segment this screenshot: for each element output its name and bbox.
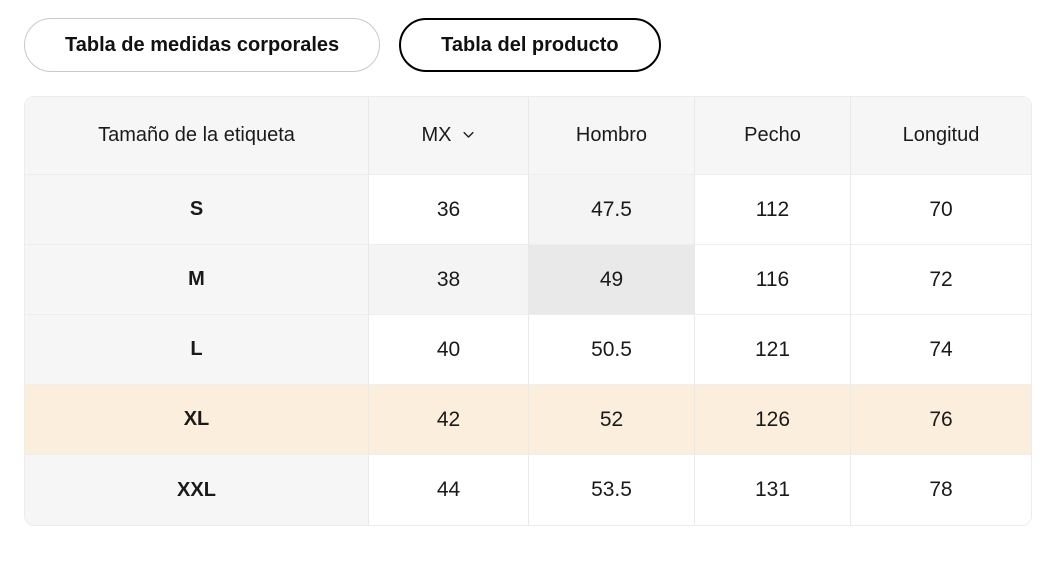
table-cell[interactable]: 126 [695, 385, 851, 455]
product-size-table: Tamaño de la etiqueta MX Hombro Pecho Lo… [24, 96, 1032, 526]
table-cell[interactable]: 36 [369, 175, 529, 245]
table-cell[interactable]: 121 [695, 315, 851, 385]
table-cell[interactable]: 116 [695, 245, 851, 315]
table-row-s: S 36 47.5 112 70 [25, 175, 1031, 245]
table-cell[interactable]: 40 [369, 315, 529, 385]
sizing-system-value: MX [421, 124, 452, 146]
table-cell[interactable]: 74 [851, 315, 1031, 385]
column-header-label-size: Tamaño de la etiqueta [25, 97, 369, 175]
table-cell[interactable]: 38 [369, 245, 529, 315]
table-header-row: Tamaño de la etiqueta MX Hombro Pecho Lo… [25, 97, 1031, 175]
table-cell-hovered[interactable]: 49 [529, 245, 695, 315]
table-cell[interactable]: 112 [695, 175, 851, 245]
column-header-hombro: Hombro [529, 97, 695, 175]
tab-product-measurements[interactable]: Tabla del producto [399, 18, 661, 72]
table-cell[interactable]: 131 [695, 455, 851, 525]
size-label-cell[interactable]: L [25, 315, 369, 385]
size-label-cell[interactable]: XXL [25, 455, 369, 525]
column-header-longitud: Longitud [851, 97, 1031, 175]
table-cell[interactable]: 76 [851, 385, 1031, 455]
table-cell[interactable]: 50.5 [529, 315, 695, 385]
table-row-l: L 40 50.5 121 74 [25, 315, 1031, 385]
size-label-cell[interactable]: XL [25, 385, 369, 455]
size-chart-tabs: Tabla de medidas corporales Tabla del pr… [24, 18, 1062, 72]
table-cell[interactable]: 53.5 [529, 455, 695, 525]
column-header-pecho: Pecho [695, 97, 851, 175]
table-cell[interactable]: 52 [529, 385, 695, 455]
table-cell[interactable]: 42 [369, 385, 529, 455]
size-label-cell[interactable]: S [25, 175, 369, 245]
sizing-system-dropdown[interactable]: MX [369, 97, 529, 175]
table-row-xl-selected: XL 42 52 126 76 [25, 385, 1031, 455]
table-cell[interactable]: 72 [851, 245, 1031, 315]
table-cell[interactable]: 44 [369, 455, 529, 525]
chevron-down-icon [461, 125, 476, 148]
table-cell[interactable]: 47.5 [529, 175, 695, 245]
table-cell[interactable]: 78 [851, 455, 1031, 525]
size-label-cell[interactable]: M [25, 245, 369, 315]
table-cell[interactable]: 70 [851, 175, 1031, 245]
table-row-m: M 38 49 116 72 [25, 245, 1031, 315]
table-row-xxl: XXL 44 53.5 131 78 [25, 455, 1031, 525]
tab-body-measurements[interactable]: Tabla de medidas corporales [24, 18, 381, 72]
